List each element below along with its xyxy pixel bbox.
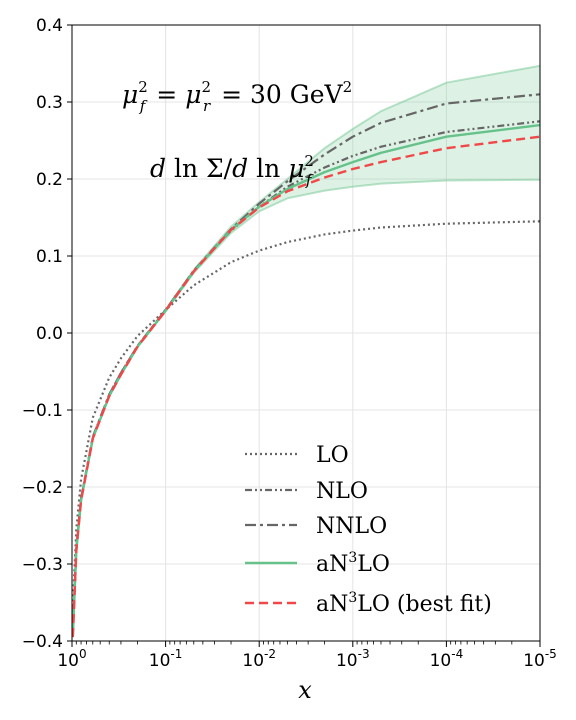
x-axis-label: x (298, 676, 312, 704)
x-tick-label: 100 (57, 647, 86, 671)
band-lower-edge (71, 178, 541, 638)
series-line-4 (71, 135, 541, 638)
y-tick-label: −0.1 (22, 401, 63, 421)
annotation-scale: μ2 f = μ2 r = 30 GeV2 (122, 78, 352, 115)
y-tick-label: 0.2 (36, 170, 63, 190)
series-layer (71, 93, 541, 638)
axis-ticks (67, 24, 541, 647)
y-tick-label: 0.4 (36, 16, 63, 36)
x-tick-label: 10-3 (336, 647, 370, 671)
legend-label: aN3LO (316, 550, 390, 577)
legend: LO NLO NNLO aN3LO aN3LO (best fit) (245, 443, 492, 617)
x-tick-label: 10-1 (149, 647, 183, 671)
y-tick-label: −0.2 (22, 478, 63, 498)
x-tick-labels: 100 10-1 10-2 10-3 10-4 10-5 (57, 647, 556, 671)
legend-label: aN3LO (best fit) (316, 590, 492, 617)
legend-label: LO (316, 443, 349, 468)
svg-text:d ln Σ/d ln μ2f: d ln Σ/d ln μ2 f (150, 152, 314, 189)
x-tick-label: 10-5 (523, 647, 557, 671)
x-tick-label: 10-4 (430, 647, 464, 671)
y-tick-labels: −0.4 −0.3 −0.2 −0.1 0.0 0.1 0.2 0.3 0.4 (22, 16, 63, 652)
legend-label: NNLO (316, 514, 387, 539)
x-tick-label: 10-2 (242, 647, 276, 671)
annotation-quantity: d ln Σ/d ln μ2 f (150, 152, 314, 189)
legend-label: NLO (316, 479, 368, 504)
series-line-3 (71, 123, 541, 638)
y-tick-label: 0.3 (36, 93, 63, 113)
series-line-1 (71, 120, 541, 634)
y-tick-label: 0.0 (36, 324, 63, 344)
series-line-0 (71, 220, 541, 607)
y-tick-label: −0.4 (22, 632, 63, 652)
y-tick-label: −0.3 (22, 555, 63, 575)
grid-lines (72, 25, 540, 641)
svg-text:μ2f = μ2r = 30 GeV2: μ2 f = μ2 r = 30 GeV2 (122, 78, 352, 115)
y-tick-label: 0.1 (36, 247, 63, 267)
